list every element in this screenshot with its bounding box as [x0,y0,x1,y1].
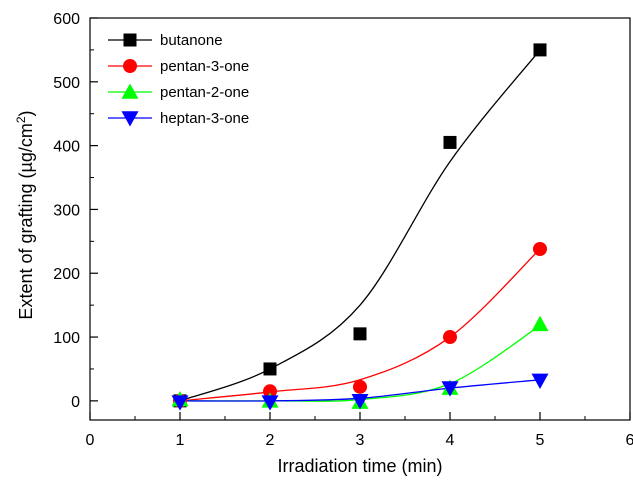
x-tick-label: 3 [356,432,365,449]
y-tick-label: 100 [53,330,80,347]
data-point-pentan-3-one [353,379,367,394]
legend-marker [121,111,139,127]
legend-item-butanone: butanone [108,32,223,49]
data-point-butanone [263,362,277,376]
data-point-heptan-3-one [171,395,189,411]
data-points [171,43,549,411]
fit-curves [179,49,541,402]
x-axis-label: Irradiation time (min) [277,456,442,476]
legend-label: pentan-2-one [160,84,249,101]
legend-item-heptan-3-one: heptan-3-one [108,110,249,127]
legend-label: pentan-3-one [160,58,249,75]
x-tick-label: 4 [446,432,455,449]
y-axis-label-superscript: 2 [14,116,28,123]
legend-label: butanone [160,32,223,49]
data-point-heptan-3-one [351,394,369,410]
y-axis-label-main: Extent of grafting (µg/cm [16,123,36,319]
y-tick-label: 200 [53,266,80,283]
legend-item-pentan-3-one: pentan-3-one [108,58,249,75]
x-tick-label: 1 [176,432,185,449]
data-point-heptan-3-one [531,373,549,389]
data-point-pentan-3-one [443,330,457,345]
axes-layer: 0 1 2 3 4 5 6 0 100 200 300 400 500 600 [53,11,633,449]
y-axis-label-close: ) [16,110,36,116]
data-point-pentan-2-one [531,315,549,332]
y-tick-label: 300 [53,202,80,219]
legend-marker [123,33,137,47]
y-tick-label: 500 [53,75,80,92]
plot-frame [89,17,631,421]
legend: butanone pentan-3-one pentan-2-one heptan-3… [108,32,249,127]
y-tick-label: 600 [53,11,80,28]
fit-curve-butanone [179,49,541,402]
legend-marker [121,83,139,99]
data-point-heptan-3-one [261,395,279,411]
legend-item-pentan-2-one: pentan-2-one [108,83,249,101]
data-point-butanone [443,135,457,149]
data-point-pentan-3-one [263,384,277,399]
x-tick-label: 0 [86,432,95,449]
x-tick-label: 2 [266,432,275,449]
y-tick-label: 0 [71,394,80,411]
data-point-butanone [533,43,547,57]
x-tick-label: 6 [626,432,633,449]
x-tick-label: 5 [536,432,545,449]
y-axis-label: Extent of grafting (µg/cm2) [14,110,36,319]
fit-curve-pentan-3-one [179,248,541,402]
y-tick-label: 400 [53,139,80,156]
data-point-pentan-3-one [533,241,547,256]
legend-marker [123,59,137,73]
data-point-butanone [353,327,367,341]
data-point-heptan-3-one [441,381,459,397]
legend-label: heptan-3-one [160,110,249,127]
